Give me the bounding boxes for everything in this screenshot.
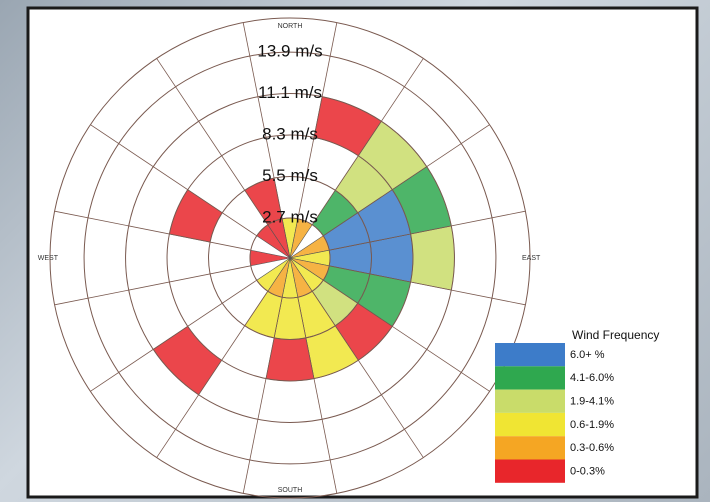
direction-label: WEST xyxy=(38,255,59,262)
ring-label: 5.5 m/s xyxy=(262,166,318,185)
legend-swatch xyxy=(495,366,565,389)
ring-label: 8.3 m/s xyxy=(262,125,318,144)
legend-swatch xyxy=(495,460,565,483)
legend-swatch xyxy=(495,343,565,366)
legend-label: 0-0.3% xyxy=(570,465,605,477)
direction-label: EAST xyxy=(522,255,541,262)
chart: 2.7 m/s 5.5 m/s 8.3 m/s 11.1 m/s 13.9 m/s NOR… xyxy=(0,0,710,502)
legend-label: 0.3-0.6% xyxy=(570,442,614,454)
legend-swatch xyxy=(495,390,565,413)
ring-label: 11.1 m/s xyxy=(258,83,322,102)
page: {"chart_data": { "type": "windrose", "rl… xyxy=(0,0,710,502)
legend-label: 0.6-1.9% xyxy=(570,419,614,431)
ring-label: 2.7 m/s xyxy=(262,207,318,226)
legend-label: 1.9-4.1% xyxy=(570,396,614,408)
legend-swatch xyxy=(495,413,565,436)
wind-cell xyxy=(411,226,455,290)
legend-label: 4.1-6.0% xyxy=(570,372,614,384)
legend-swatch xyxy=(495,436,565,459)
direction-label: NORTH xyxy=(278,23,303,30)
legend-title: Wind Frequency xyxy=(572,328,659,342)
direction-label: SOUTH xyxy=(278,487,303,494)
ring-label: 13.9 m/s xyxy=(257,42,322,61)
legend-label: 6.0+ % xyxy=(570,349,605,361)
